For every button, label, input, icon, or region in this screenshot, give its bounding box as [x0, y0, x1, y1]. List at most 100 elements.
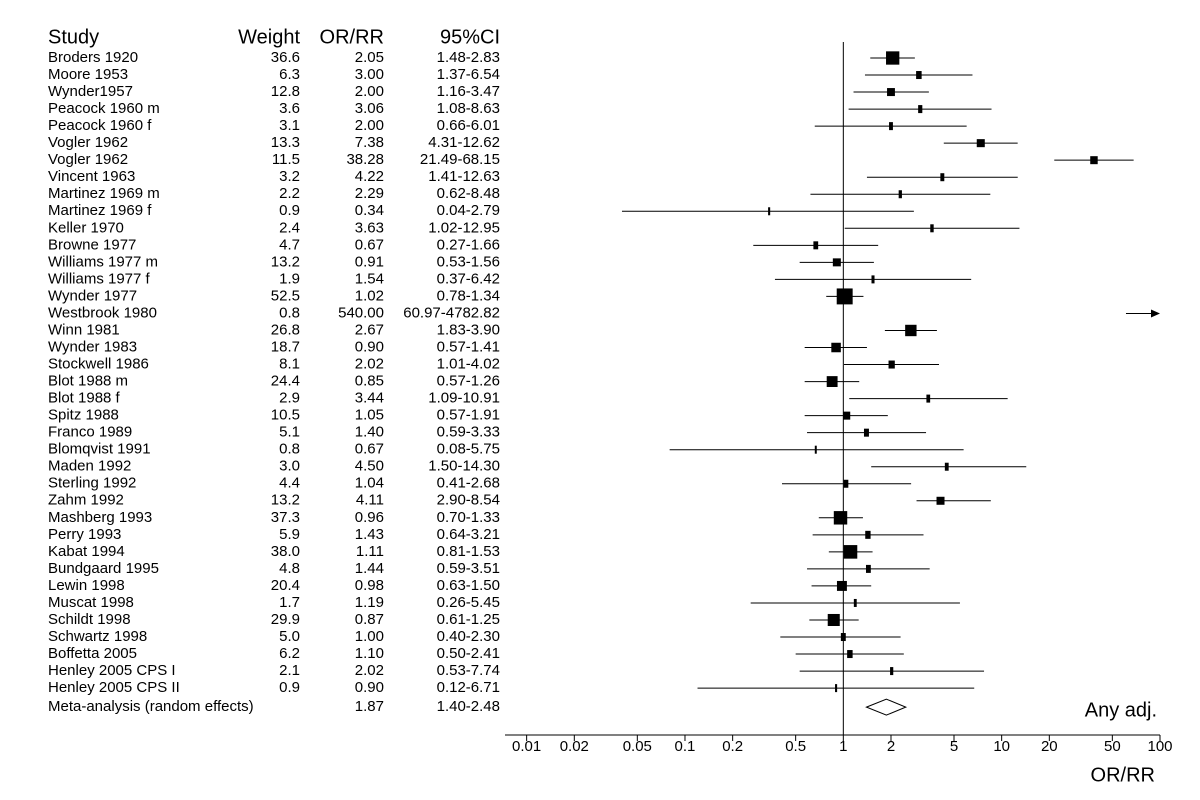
x-tick-label: 0.1: [675, 738, 696, 755]
ci: 1.41-12.63: [428, 168, 500, 185]
study-name: Peacock 1960 f: [48, 117, 152, 134]
study-name: Mashberg 1993: [48, 509, 152, 526]
estimate: 4.11: [356, 492, 384, 509]
estimate-square: [831, 342, 841, 353]
study-name: Wynder 1977: [48, 287, 137, 304]
weight: 5.0: [279, 628, 300, 645]
study-name: Williams 1977 f: [48, 270, 151, 287]
weight: 18.7: [271, 338, 300, 355]
summary-ci: 1.40-2.48: [437, 698, 500, 715]
study-name: Broders 1920: [48, 49, 138, 66]
weight: 0.8: [279, 441, 300, 458]
study-name: Peacock 1960 m: [48, 100, 160, 117]
ci: 1.37-6.54: [437, 66, 500, 83]
estimate-square: [813, 241, 819, 250]
estimate: 0.34: [355, 202, 384, 219]
study-name: Stockwell 1986: [48, 356, 149, 373]
estimate-square: [847, 650, 853, 659]
estimate-square: [843, 411, 851, 420]
estimate: 38.28: [346, 151, 384, 168]
study-name: Vogler 1962: [48, 134, 128, 151]
estimate: 1.54: [355, 270, 384, 287]
study-name: Moore 1953: [48, 66, 128, 83]
estimate-square: [836, 288, 853, 305]
study-name: Henley 2005 CPS I: [48, 662, 176, 679]
study-name: Vogler 1962: [48, 151, 128, 168]
estimate: 0.91: [355, 253, 384, 270]
estimate: 1.40: [355, 424, 384, 441]
summary-estimate: 1.87: [355, 698, 384, 715]
estimate: 0.85: [355, 373, 384, 390]
estimate: 0.67: [355, 236, 384, 253]
ci: 0.61-1.25: [437, 611, 500, 628]
weight: 4.8: [279, 560, 300, 577]
x-tick-label: 5: [950, 738, 958, 755]
ci: 1.09-10.91: [428, 390, 500, 407]
weight: 1.9: [279, 270, 300, 287]
weight: 8.1: [279, 356, 300, 373]
estimate-square: [836, 580, 847, 591]
estimate-square: [865, 530, 871, 539]
weight: 11.5: [272, 151, 300, 168]
estimate-square: [835, 684, 838, 693]
ci: 0.53-1.56: [437, 253, 500, 270]
annotation: Any adj.: [1085, 699, 1157, 721]
summary-name: Meta-analysis (random effects): [48, 698, 254, 715]
estimate-square: [905, 324, 917, 337]
estimate: 0.96: [355, 509, 384, 526]
weight: 24.4: [271, 373, 300, 390]
study-name: Vincent 1963: [48, 168, 135, 185]
study-name: Martinez 1969 f: [48, 202, 152, 219]
weight: 3.1: [279, 117, 300, 134]
weight: 5.1: [279, 424, 300, 441]
weight: 20.4: [271, 577, 300, 594]
estimate: 1.05: [355, 407, 384, 424]
weight: 26.8: [271, 321, 300, 338]
ci: 1.01-4.02: [437, 356, 500, 373]
study-name: Schwartz 1998: [48, 628, 147, 645]
estimate-square: [944, 462, 949, 471]
estimate-square: [843, 479, 849, 488]
weight: 13.3: [271, 134, 300, 151]
weight: 1.7: [279, 594, 300, 611]
study-name: Franco 1989: [48, 424, 132, 441]
estimate-square: [814, 445, 817, 454]
header-weight: Weight: [238, 26, 300, 48]
study-name: Henley 2005 CPS II: [48, 679, 180, 696]
estimate-square: [926, 394, 931, 403]
study-name: Keller 1970: [48, 219, 124, 236]
study-name: Muscat 1998: [48, 594, 134, 611]
estimate: 2.00: [355, 83, 384, 100]
weight: 12.8: [271, 83, 300, 100]
weight: 2.2: [279, 185, 300, 202]
weight: 3.2: [279, 168, 300, 185]
x-tick-label: 100: [1147, 738, 1172, 755]
weight: 29.9: [271, 611, 300, 628]
study-name: Blot 1988 m: [48, 373, 128, 390]
header-or: OR/RR: [320, 26, 384, 48]
estimate: 1.04: [355, 475, 384, 492]
ci: 21.49-68.15: [420, 151, 500, 168]
x-tick-label: 0.01: [512, 738, 541, 755]
study-name: Winn 1981: [48, 321, 120, 338]
weight: 0.9: [279, 202, 300, 219]
weight: 4.7: [279, 236, 300, 253]
weight: 13.2: [271, 253, 300, 270]
estimate: 7.38: [355, 134, 384, 151]
estimate-square: [886, 51, 900, 65]
x-tick-label: 20: [1041, 738, 1058, 755]
weight: 6.3: [279, 66, 300, 83]
estimate-square: [940, 173, 945, 182]
study-name: Blomqvist 1991: [48, 441, 151, 458]
ci: 60.97-4782.82: [403, 304, 500, 321]
study-name: Boffetta 2005: [48, 645, 137, 662]
ci: 0.41-2.68: [437, 475, 500, 492]
ci: 2.90-8.54: [437, 492, 500, 509]
ci: 0.63-1.50: [437, 577, 500, 594]
study-name: Westbrook 1980: [48, 304, 157, 321]
estimate: 3.06: [355, 100, 384, 117]
ci: 4.31-12.62: [428, 134, 500, 151]
study-name: Williams 1977 m: [48, 253, 158, 270]
study-name: Bundgaard 1995: [48, 560, 159, 577]
